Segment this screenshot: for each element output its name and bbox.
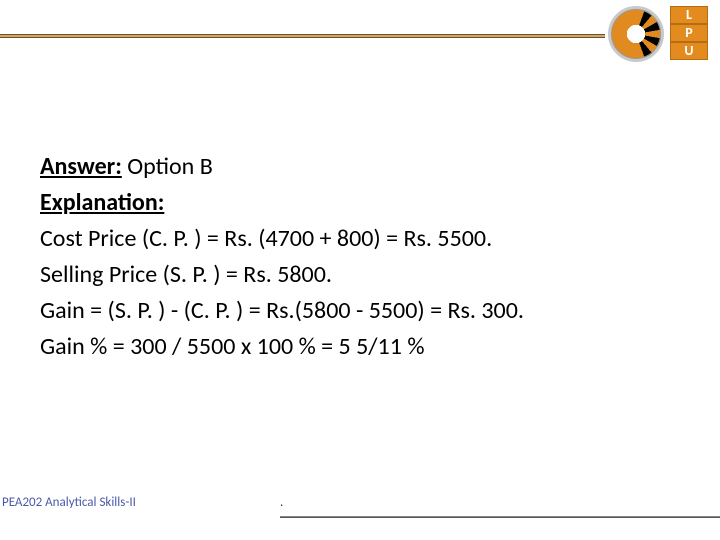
- explanation-line-4: Gain % = 300 / 5500 x 100 % = 5 5/11 %: [40, 330, 680, 364]
- lpu-logo: L P U: [670, 6, 708, 60]
- footer-rule: [280, 516, 720, 518]
- answer-content: Answer: Option B Explanation: Cost Price…: [40, 150, 680, 366]
- lpu-letter-u: U: [670, 42, 708, 60]
- answer-line: Answer: Option B: [40, 150, 680, 184]
- lpu-letter-p: P: [670, 24, 708, 42]
- header-rule: [0, 34, 605, 38]
- explanation-line-1: Cost Price (C. P. ) = Rs. (4700 + 800) =…: [40, 222, 680, 256]
- footer-course-code: PEA202 Analytical Skills-II: [0, 495, 136, 510]
- footer-dot: .: [280, 495, 283, 510]
- lpu-letter-l: L: [670, 6, 708, 24]
- explanation-label: Explanation:: [40, 188, 164, 217]
- explanation-line-3: Gain = (S. P. ) - (C. P. ) = Rs.(5800 - …: [40, 294, 680, 328]
- answer-label: Answer:: [40, 152, 122, 181]
- answer-value: Option B: [122, 152, 213, 181]
- explanation-heading: Explanation:: [40, 186, 680, 220]
- institution-seal-logo: [608, 6, 664, 62]
- explanation-line-2: Selling Price (S. P. ) = Rs. 5800.: [40, 258, 680, 292]
